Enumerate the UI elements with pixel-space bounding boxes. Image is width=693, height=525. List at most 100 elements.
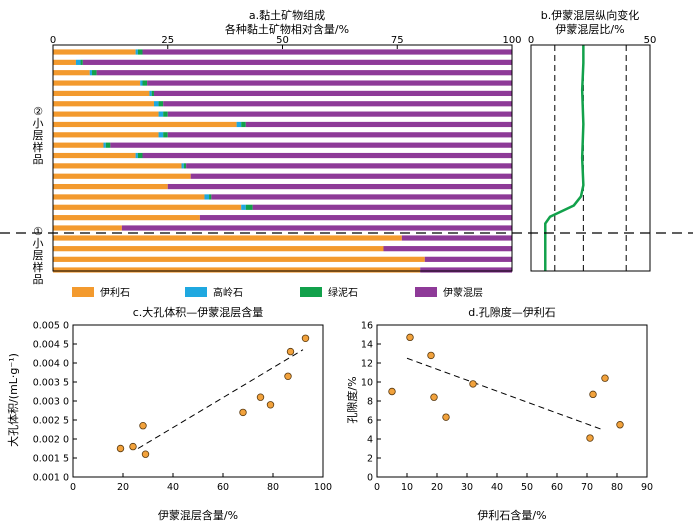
panel-b-title: b.伊蒙混层纵向变化 — [541, 8, 639, 22]
panel-d-point — [427, 351, 435, 360]
panel-c-point — [141, 450, 150, 458]
panel-a-bar-segment — [103, 142, 106, 148]
panel-a-bar-segment — [245, 204, 253, 210]
panel-a-bar-segment — [204, 194, 210, 200]
panel-d-x-tick-label: 30 — [461, 482, 473, 493]
panel-a-bar-segment — [211, 194, 513, 200]
panel-d-point — [442, 413, 450, 421]
panel-d-point — [589, 390, 597, 399]
panel-b-reference-lines — [554, 45, 627, 271]
legend-swatch — [300, 287, 322, 297]
panel-a-bar-segment — [241, 204, 246, 210]
panel-a-bar-segment — [121, 225, 512, 231]
panel-a-bar-segment — [236, 121, 242, 128]
panel-a-bar-segment — [53, 132, 159, 138]
panel-a-bar-segment — [53, 215, 200, 221]
panel-d-x-tick-label: 70 — [581, 482, 593, 493]
panel-a-bar-segment — [252, 204, 513, 210]
panel-a-x-tick-label: 50 — [276, 35, 289, 46]
panel-d-point — [406, 333, 414, 342]
panel-a-bar-segment — [190, 173, 512, 179]
panel-c-point — [239, 408, 247, 417]
panel-c-x-tick-label: 40 — [167, 482, 179, 493]
panel-d-x-tick-label: 50 — [521, 482, 533, 493]
panel-c-point — [301, 334, 310, 342]
panel-c-y-tick-label: 0.001 5 — [33, 454, 69, 465]
panel-a-group-label-char: ① — [33, 225, 43, 238]
panel-b-frame — [530, 44, 651, 272]
panel-a-bar-segment — [53, 256, 425, 262]
panel-a-bar-segment — [105, 142, 111, 148]
panel-a-group-label-char: 小 — [33, 117, 44, 130]
legend-label: 高岭石 — [213, 286, 243, 299]
panel-a-bar-segment — [167, 111, 512, 117]
panel-a-bar-segment — [181, 163, 184, 169]
panel-c-point — [116, 444, 125, 453]
panel-a-subtitle: 各种黏土矿物相对含量/% — [225, 22, 349, 36]
panel-a-clay-composition: a.黏土矿物组成 各种黏土矿物相对含量/% 0 25 50 75 100 ②小层样品①小… — [33, 8, 522, 286]
panel-d-point — [388, 387, 396, 396]
panel-a-group-label-char: 品 — [33, 273, 44, 286]
panel-a-bar-segment — [153, 101, 159, 107]
panel-a-group-label-char: 样 — [33, 260, 44, 274]
panel-d-point — [616, 421, 624, 429]
panel-a-bar-segment — [82, 59, 513, 65]
panel-c-point — [286, 347, 295, 356]
panel-d-point — [586, 434, 594, 442]
panel-a-bar-segment — [151, 90, 154, 97]
legend-label: 伊蒙混层 — [443, 286, 483, 299]
panel-a-group-label-char: 品 — [33, 153, 44, 166]
panel-a-bar-segment — [135, 152, 138, 159]
panel-d-point — [601, 374, 609, 382]
legend-label: 伊利石 — [100, 287, 130, 299]
panel-a-bar-segment — [53, 267, 421, 273]
legend: 伊利石 高岭石 绿泥石 伊蒙混层 — [72, 286, 483, 299]
panel-a-bar-segment — [137, 152, 143, 159]
panel-b-profile-line — [544, 45, 585, 271]
panel-a-bar-segment — [92, 70, 97, 76]
panel-a-bar-segment — [53, 183, 168, 190]
panel-a-bar-segment — [89, 70, 93, 76]
panel-a-bar-segment — [142, 152, 512, 159]
panel-a-bar-segment — [53, 111, 159, 117]
panel-b-subtitle: 伊蒙混层比/% — [555, 23, 624, 36]
panel-a-bar-segment — [199, 215, 512, 221]
panel-c-title: c.大孔体积—伊蒙混层含量 — [133, 305, 264, 319]
panel-d-xlabel: 伊利石含量/% — [477, 508, 546, 522]
panel-a-bar-segment — [75, 59, 81, 65]
panel-d-x-tick-label: 90 — [641, 482, 653, 493]
panel-a-group-label-char: 层 — [33, 129, 44, 142]
panel-d-y-tick-label: 6 — [367, 416, 373, 427]
panel-a-x-tick-label: 75 — [391, 35, 404, 46]
panel-a-x-tick-label: 100 — [502, 35, 521, 46]
panel-a-bar-segment — [53, 59, 76, 65]
panel-d-x-tick-label: 40 — [491, 482, 503, 493]
panel-d-trendline — [406, 357, 603, 430]
panel-d-x-tick-label: 60 — [551, 482, 563, 493]
panel-c-axes: 0 20 40 60 80 100 0.001 0 0.001 5 0.002 0 0.002 5… — [33, 321, 332, 494]
panel-a-bar-segment — [53, 204, 242, 210]
panel-d-x-tick-label: 10 — [401, 482, 413, 493]
panel-a-bar-segment — [110, 142, 512, 148]
panel-a-bar-segment — [137, 49, 143, 55]
panel-a-bar-segment — [167, 132, 512, 138]
panel-a-group-label-char: 样 — [33, 140, 44, 154]
panel-a-bar-segment — [53, 70, 90, 76]
panel-a-bar-segment — [135, 49, 138, 55]
panel-a-bar-segment — [163, 101, 512, 107]
panel-b-x-tick-label: 0 — [528, 35, 534, 46]
panel-a-bar-segment — [96, 70, 512, 76]
panel-a-bar-segment — [163, 132, 168, 138]
panel-d-ylabel: 孔隙度/% — [345, 376, 359, 423]
panel-d-y-tick-label: 0 — [367, 473, 373, 484]
panel-d-point — [469, 380, 477, 388]
panel-c-x-tick-label: 80 — [267, 482, 279, 493]
panel-c-ylabel: 大孔体积/(mL·g⁻¹) — [6, 353, 20, 447]
panel-a-bar-segment — [53, 163, 182, 169]
panel-a-bar-segment — [183, 163, 187, 169]
panel-a-frame — [52, 44, 513, 272]
panel-d-y-tick-label: 12 — [361, 359, 373, 370]
panel-c-frame — [72, 324, 324, 478]
panel-c-point — [129, 442, 137, 451]
